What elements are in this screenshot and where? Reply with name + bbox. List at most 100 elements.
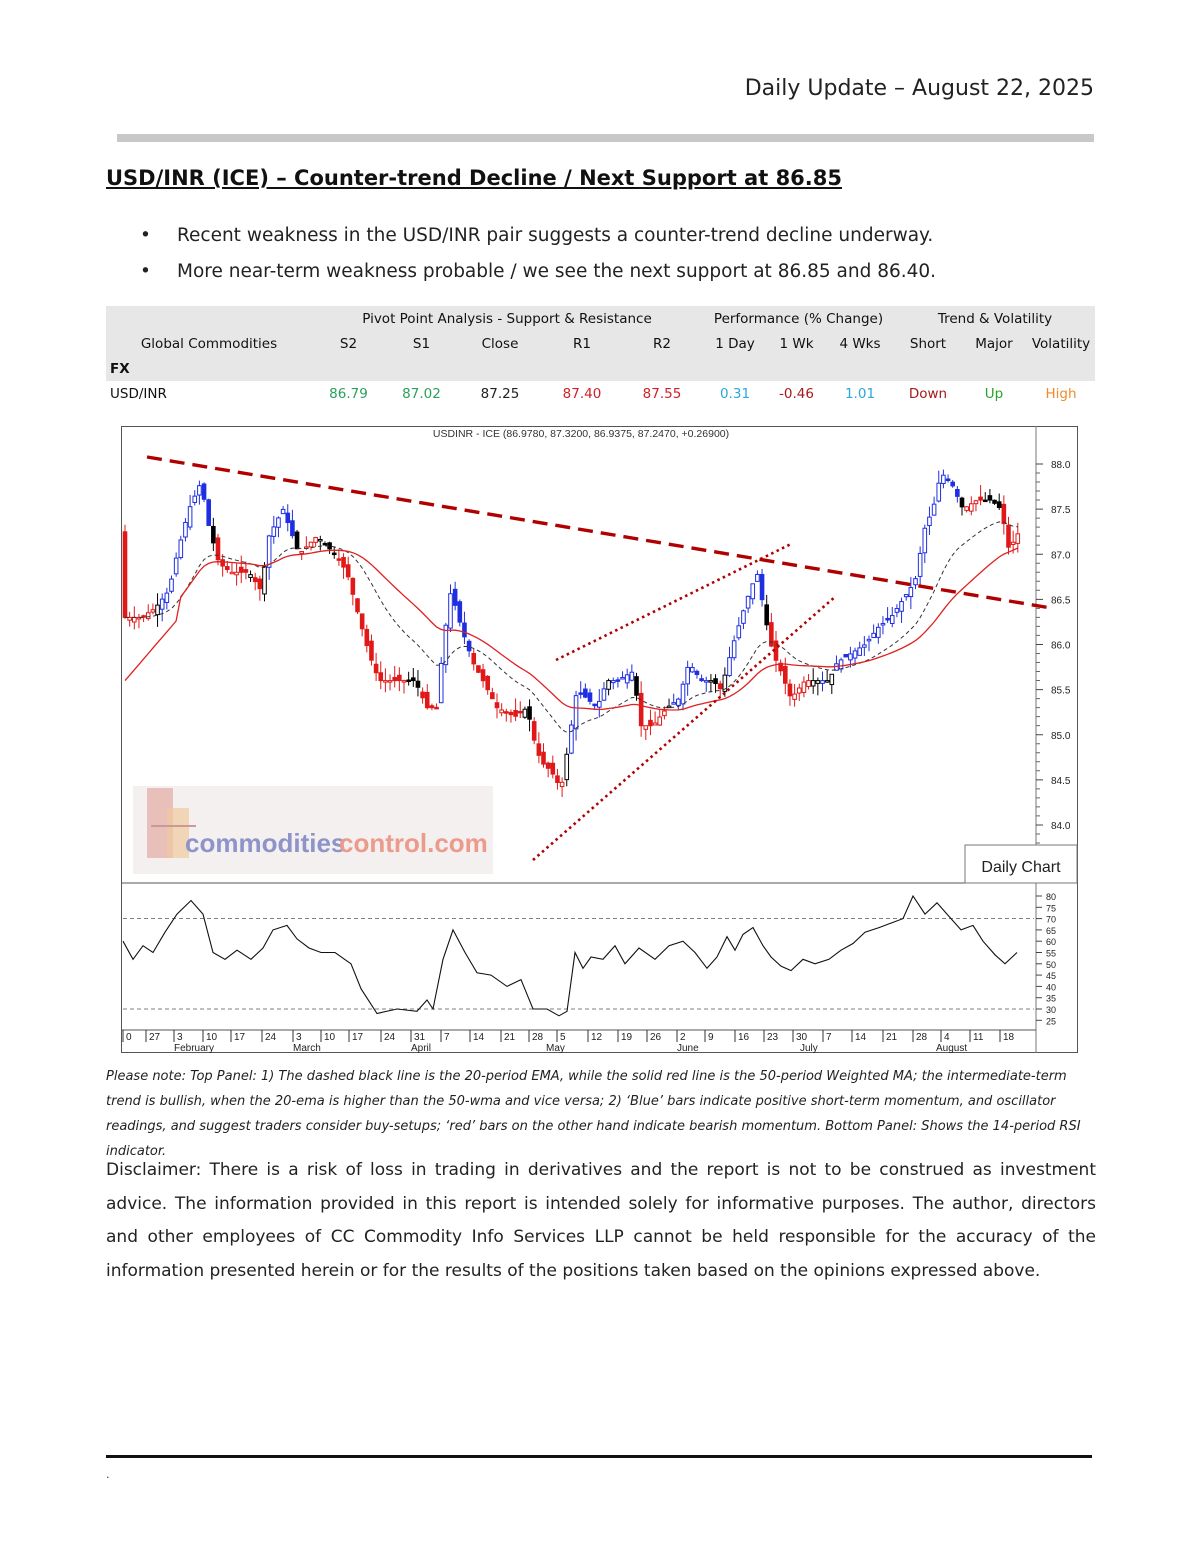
col-header: Short [895, 331, 961, 356]
candle-body [759, 573, 765, 601]
report-title: USD/INR (ICE) – Counter-trend Decline / … [106, 166, 842, 190]
candle-body [545, 762, 551, 769]
candle-body [466, 640, 472, 652]
price-tick-label: 87.5 [1051, 505, 1071, 516]
date-tick-label: 24 [265, 1032, 277, 1043]
cell-s2: 86.79 [312, 381, 385, 406]
candle-body [922, 527, 928, 554]
candle-body [741, 610, 746, 624]
group-trend: Trend & Volatility [895, 306, 1095, 331]
candle-body [387, 680, 393, 683]
rsi-tick-label: 50 [1046, 960, 1056, 970]
candle-body [355, 598, 360, 613]
ema-20-line [125, 521, 1018, 733]
candle-body [638, 692, 644, 727]
table-row: USD/INR 86.79 87.02 87.25 87.40 87.55 0.… [106, 381, 1095, 406]
candle-body [783, 665, 788, 684]
date-tick-label: 2 [680, 1032, 686, 1043]
candle-body [522, 708, 528, 718]
rsi-tick-label: 75 [1046, 903, 1056, 913]
footer-mark: . [106, 1468, 110, 1481]
candle-body [527, 706, 532, 720]
channel-lower-line [532, 595, 837, 861]
candle-body [550, 762, 556, 775]
candle-body [838, 659, 844, 670]
rsi-tick-label: 80 [1046, 892, 1056, 902]
candle-body [197, 485, 202, 496]
date-tick-label: 19 [621, 1032, 633, 1043]
cell-4wks: 1.01 [825, 381, 895, 406]
candle-body [383, 680, 388, 683]
candle-body [429, 705, 435, 709]
candle-body [494, 702, 500, 709]
bullet-item: Recent weakness in the USD/INR pair sugg… [140, 222, 936, 258]
cell-1wk: -0.46 [768, 381, 825, 406]
candle-body [769, 622, 774, 647]
candle-body [457, 601, 463, 623]
date-tick-label: 14 [855, 1032, 867, 1043]
candle-body [671, 702, 677, 705]
candle-body [434, 706, 439, 710]
candle-body [308, 541, 314, 548]
date-tick-label: 5 [560, 1032, 566, 1043]
disclaimer: Disclaimer: There is a risk of loss in t… [106, 1160, 1096, 1281]
candle-body [252, 577, 258, 583]
table-column-header: Global Commodities S2 S1 Close R1 R2 1 D… [106, 331, 1095, 356]
candle-body [982, 499, 988, 503]
date-axis: 0 27 3 10 17 24 3 10 17 24 31 7 14 21 28 5 12 19 26 2 9 16 23 3… [122, 1030, 1015, 1053]
candle-body [829, 673, 835, 686]
candle-body [206, 499, 212, 526]
candle-body [476, 665, 481, 673]
date-tick-label: 17 [234, 1032, 246, 1043]
bullet-item: More near-term weakness probable / we se… [140, 258, 936, 294]
date-tick-label: 30 [796, 1032, 808, 1043]
candle-body [722, 674, 728, 692]
date-tick-label: 21 [886, 1032, 898, 1043]
col-header: Major [961, 331, 1027, 356]
col-header: R1 [542, 331, 622, 356]
candle-body [531, 721, 537, 741]
date-tick-label: 10 [324, 1032, 336, 1043]
candle-body [359, 613, 365, 630]
date-tick-label: 4 [944, 1032, 950, 1043]
date-tick-label: 18 [1003, 1032, 1015, 1043]
candle-body [796, 687, 802, 694]
col-header: S2 [312, 331, 385, 356]
table-group-header: Pivot Point Analysis - Support & Resista… [106, 306, 1095, 331]
candle-body [369, 640, 374, 661]
candle-body [420, 691, 425, 699]
candle-body [736, 625, 742, 639]
candle-body [1001, 503, 1007, 525]
price-axis: 88.0 87.5 87.0 86.5 86.0 85.5 85.0 84.5 84.0 [1036, 460, 1071, 862]
candle-body [438, 662, 444, 704]
candle-body [183, 521, 188, 538]
candle-body [996, 501, 1002, 509]
candle-body [713, 678, 718, 684]
candle-body [271, 526, 277, 537]
date-tick-label: 26 [650, 1032, 662, 1043]
candle-body [927, 516, 932, 527]
candle-body [755, 573, 760, 582]
candle-body [136, 616, 142, 620]
candle-body [908, 587, 914, 598]
candle-body [820, 680, 825, 684]
col-header: Close [458, 331, 542, 356]
candle-body [499, 709, 504, 714]
date-tick-label: 7 [826, 1032, 832, 1043]
candle-body [415, 680, 421, 688]
candle-body [173, 557, 179, 575]
rsi-tick-label: 30 [1046, 1005, 1056, 1015]
candle-body [801, 681, 807, 693]
candle-body [322, 542, 328, 546]
price-tick-label: 86.0 [1051, 641, 1071, 652]
candle-body [899, 601, 904, 612]
candle-body [490, 692, 495, 700]
candle-body [248, 574, 253, 578]
date-tick-label: 28 [916, 1032, 928, 1043]
price-tick-label: 84.5 [1051, 776, 1071, 787]
candle-body [127, 616, 132, 621]
cell-r1: 87.40 [542, 381, 622, 406]
date-tick-label: 28 [532, 1032, 544, 1043]
candle-body [564, 753, 570, 781]
candle-body [573, 695, 579, 730]
